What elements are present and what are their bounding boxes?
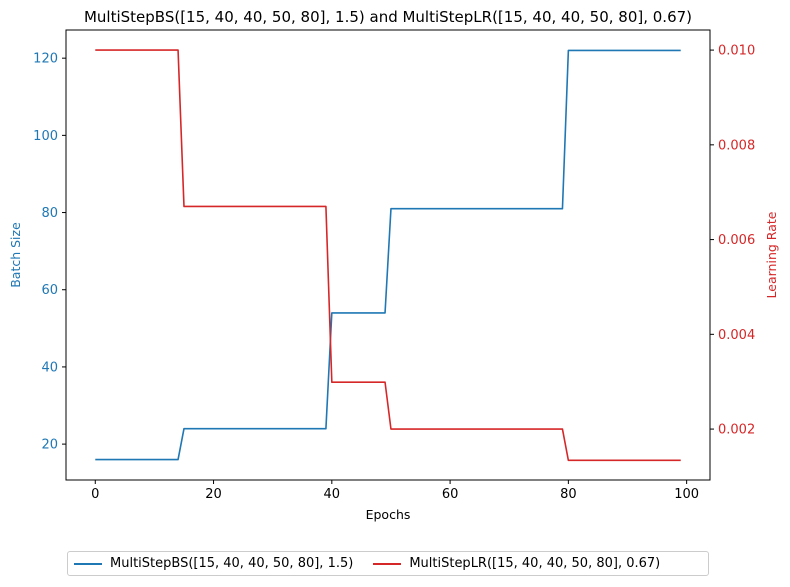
chart-title: MultiStepBS([15, 40, 40, 50, 80], 1.5) a… <box>84 8 692 26</box>
x-tick-label: 20 <box>205 487 222 502</box>
left-axis-label: Batch Size <box>8 222 23 288</box>
right-tick-label: 0.010 <box>718 44 755 59</box>
right-tick-label: 0.004 <box>718 328 755 343</box>
right-tick-label: 0.008 <box>718 138 755 153</box>
left-tick-label: 40 <box>41 360 58 375</box>
legend-entry-bs: MultiStepBS([15, 40, 40, 50, 80], 1.5) <box>74 556 353 571</box>
plot-frame <box>65 29 711 481</box>
left-tick-label: 60 <box>41 283 58 298</box>
left-axis-ticks: 20 40 60 80 100 120 <box>33 52 66 453</box>
series-line-batch-size <box>95 49 681 461</box>
x-tick-label: 80 <box>560 487 577 502</box>
series-line-learning-rate <box>95 49 681 462</box>
right-axis-label: Learning Rate <box>764 211 779 298</box>
x-axis-ticks: 0 20 40 60 80 100 <box>91 480 699 502</box>
left-tick-label: 20 <box>41 438 58 453</box>
right-tick-label: 0.002 <box>718 423 755 438</box>
left-tick-label: 80 <box>41 206 58 221</box>
legend-label-bs: MultiStepBS([15, 40, 40, 50, 80], 1.5) <box>110 556 354 571</box>
legend-label-lr: MultiStepLR([15, 40, 40, 50, 80], 0.67) <box>409 556 661 571</box>
x-tick-label: 60 <box>442 487 459 502</box>
x-tick-label: 0 <box>91 487 99 502</box>
legend: MultiStepBS([15, 40, 40, 50, 80], 1.5) M… <box>67 551 709 576</box>
left-tick-label: 120 <box>33 52 58 67</box>
x-tick-label: 100 <box>674 487 699 502</box>
x-axis-label: Epochs <box>366 507 411 522</box>
left-tick-label: 100 <box>33 129 58 144</box>
right-tick-label: 0.006 <box>718 233 755 248</box>
right-axis-ticks: 0.002 0.004 0.006 0.008 0.010 <box>710 44 755 438</box>
legend-entry-lr: MultiStepLR([15, 40, 40, 50, 80], 0.67) <box>373 556 660 571</box>
series-layer <box>95 49 681 462</box>
legend-swatch-lr <box>373 562 402 565</box>
x-tick-label: 40 <box>324 487 341 502</box>
legend-swatch-bs <box>74 562 102 565</box>
